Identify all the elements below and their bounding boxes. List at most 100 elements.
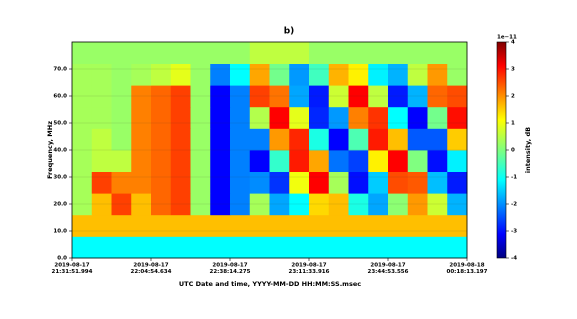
- heatmap-cell: [269, 150, 290, 172]
- heatmap-cell: [447, 42, 468, 64]
- heatmap-cell: [91, 193, 112, 216]
- heatmap-cell: [91, 236, 112, 259]
- heatmap-cell: [249, 42, 270, 64]
- heatmap-cell: [269, 63, 290, 86]
- heatmap-cell: [131, 150, 152, 172]
- heatmap-cell: [210, 236, 231, 259]
- heatmap-cell: [131, 63, 152, 86]
- heatmap-cell: [368, 214, 389, 237]
- heatmap-cell: [91, 85, 112, 108]
- heatmap-cell: [328, 85, 349, 108]
- colorbar-tick-label: -1: [511, 175, 517, 181]
- heatmap-cell: [111, 85, 132, 108]
- heatmap-cell: [190, 63, 211, 86]
- heatmap-cell: [388, 106, 409, 129]
- heatmap-cell: [348, 42, 369, 64]
- heatmap-cell: [447, 128, 468, 151]
- heatmap-cell: [309, 85, 330, 108]
- y-tick-label: 50.0: [53, 121, 67, 127]
- heatmap-cell: [368, 171, 389, 194]
- heatmap-cell: [427, 128, 448, 151]
- heatmap-cell: [427, 171, 448, 194]
- heatmap-cell: [91, 106, 112, 129]
- x-tick-label: 23:44:53.556: [368, 269, 409, 275]
- heatmap-cell: [269, 171, 290, 194]
- heatmap-cell: [407, 193, 428, 216]
- x-tick-label: 21:31:51.994: [52, 269, 93, 275]
- heatmap-cell: [131, 42, 152, 64]
- heatmap-cell: [230, 63, 251, 86]
- heatmap-cell: [309, 63, 330, 86]
- heatmap-cell: [269, 106, 290, 129]
- heatmap-cell: [328, 150, 349, 172]
- heatmap-cell: [91, 150, 112, 172]
- heatmap-cell: [131, 236, 152, 259]
- colorbar-label: intensity, dB: [524, 127, 532, 173]
- heatmap-cell: [151, 85, 172, 108]
- heatmap-cell: [249, 214, 270, 237]
- colorbar-tick-label: 0: [511, 148, 515, 154]
- heatmap-cell: [131, 171, 152, 194]
- x-axis-label: UTC Date and time, YYYY-MM-DD HH:MM:SS.m…: [179, 280, 361, 288]
- heatmap-cell: [131, 128, 152, 151]
- heatmap-cell: [309, 214, 330, 237]
- heatmap-cell: [309, 193, 330, 216]
- heatmap-cell: [190, 214, 211, 237]
- heatmap-cell: [151, 150, 172, 172]
- heatmap-cell: [230, 85, 251, 108]
- heatmap-cell: [91, 128, 112, 151]
- heatmap-cell: [111, 193, 132, 216]
- heatmap-cell: [111, 236, 132, 259]
- heatmap-cell: [447, 85, 468, 108]
- heatmap-cell: [289, 193, 310, 216]
- heatmap-cell: [328, 214, 349, 237]
- heatmap-cell: [289, 150, 310, 172]
- heatmap-cell: [91, 214, 112, 237]
- heatmap-cell: [91, 42, 112, 64]
- heatmap-cell: [388, 171, 409, 194]
- heatmap-cell: [111, 42, 132, 64]
- heatmap-cell: [309, 171, 330, 194]
- heatmap-cell: [407, 150, 428, 172]
- colorbar-tick-label: 2: [511, 94, 515, 100]
- heatmap-cell: [348, 63, 369, 86]
- heatmap-cell: [72, 42, 93, 64]
- heatmap-cell: [388, 63, 409, 86]
- heatmap-cell: [170, 236, 191, 259]
- heatmap-cell: [151, 63, 172, 86]
- heatmap-cell: [328, 171, 349, 194]
- heatmap-cell: [210, 42, 231, 64]
- heatmap-cell: [407, 106, 428, 129]
- heatmap-cell: [447, 171, 468, 194]
- heatmap-cell: [72, 236, 93, 259]
- heatmap-cell: [269, 214, 290, 237]
- y-tick-label: 0.0: [57, 256, 67, 262]
- x-tick-label: 00:18:13.197: [447, 269, 488, 275]
- heatmap-cell: [190, 193, 211, 216]
- heatmap-cell: [368, 63, 389, 86]
- heatmap-cell: [289, 236, 310, 259]
- x-tick-label: 2019-08-17: [370, 263, 405, 269]
- heatmap-cell: [230, 106, 251, 129]
- heatmap-cell: [131, 106, 152, 129]
- x-tick-label: 22:04:54.634: [131, 269, 172, 275]
- x-tick-label: 2019-08-18: [449, 263, 484, 269]
- heatmap-cell: [388, 128, 409, 151]
- heatmap-cell: [348, 193, 369, 216]
- heatmap-cell: [190, 106, 211, 129]
- heatmap-cell: [309, 106, 330, 129]
- heatmap-cell: [72, 128, 93, 151]
- heatmap-cell: [131, 85, 152, 108]
- heatmap-cell: [447, 214, 468, 237]
- y-tick-label: 20.0: [53, 202, 67, 208]
- heatmap-cell: [407, 63, 428, 86]
- heatmap-cell: [170, 128, 191, 151]
- heatmap-cell: [368, 193, 389, 216]
- x-tick-label: 2019-08-17: [54, 263, 89, 269]
- y-axis-label: Frequency, MHz: [46, 121, 54, 179]
- heatmap-cell: [230, 42, 251, 64]
- heatmap-cell: [407, 236, 428, 259]
- heatmap-cell: [170, 171, 191, 194]
- heatmap-cell: [388, 150, 409, 172]
